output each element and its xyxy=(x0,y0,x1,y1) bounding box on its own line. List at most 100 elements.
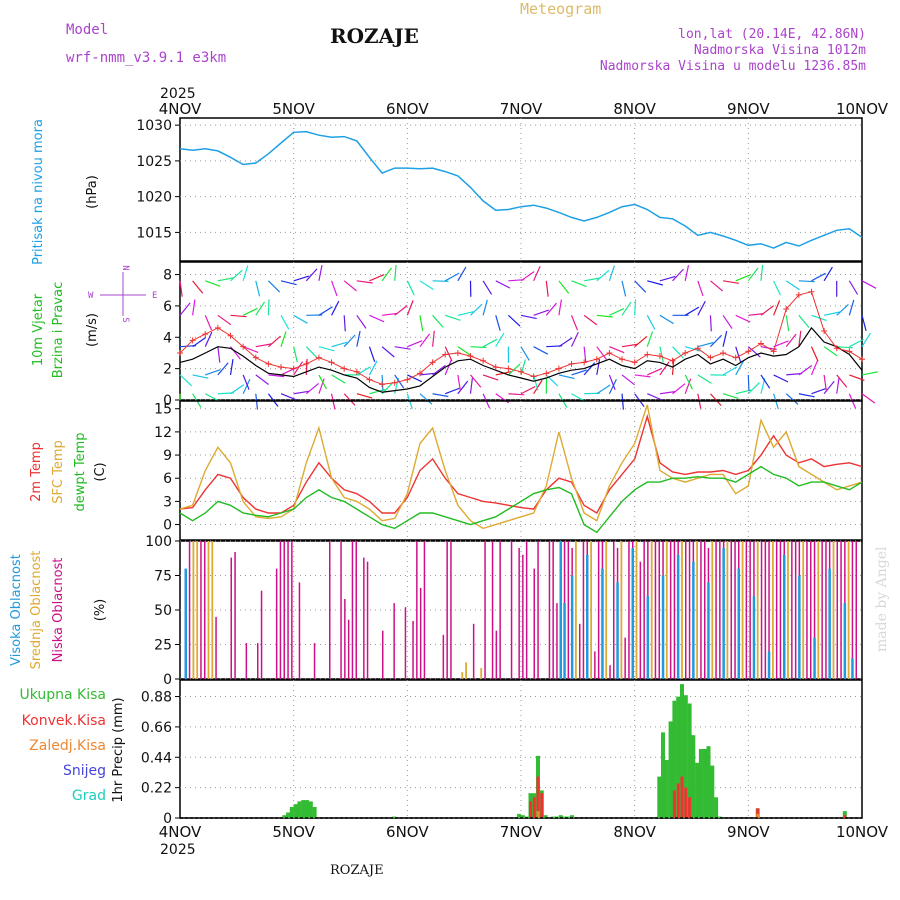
model-label: Model xyxy=(66,22,108,38)
wind-arrow xyxy=(192,337,207,348)
cloud-bar-1 xyxy=(211,541,214,679)
wind-arrow xyxy=(596,384,611,395)
precip-bar-0 xyxy=(562,816,567,818)
precip-bar-2 xyxy=(536,811,540,818)
wind-arrow xyxy=(773,280,781,296)
wind-gust-marker xyxy=(555,365,562,372)
wind-arrow xyxy=(861,371,878,376)
wind-arrow xyxy=(748,313,765,316)
wind-arrow xyxy=(356,314,367,329)
wind-arrow xyxy=(356,330,361,347)
wind-arrow xyxy=(507,314,521,327)
wind-arrow xyxy=(659,390,676,395)
wind-arrow xyxy=(621,343,638,348)
wind-arrow xyxy=(747,381,761,395)
cloud-bar-0 xyxy=(548,541,551,679)
wind-arrow xyxy=(823,346,838,357)
wind-gust-marker xyxy=(732,354,739,361)
wind-arrow xyxy=(482,374,499,381)
wind-arrow xyxy=(508,393,525,396)
cloud-bar-0 xyxy=(597,541,600,679)
cloud-bar-1 xyxy=(772,541,774,679)
cloud-bar-0 xyxy=(533,568,535,679)
wind-arrow xyxy=(722,330,728,347)
wind-arrow xyxy=(558,337,573,348)
credit-watermark: made by Angel xyxy=(874,546,890,652)
wind-arrow xyxy=(735,274,751,282)
wind-arrow xyxy=(558,374,575,380)
precip-bar-0 xyxy=(842,811,847,818)
wind-arrow xyxy=(609,308,625,316)
precip-bar-0 xyxy=(289,807,294,818)
cloud-bar-2 xyxy=(601,568,604,679)
y-tick-precip-0: 0 xyxy=(163,811,172,827)
wind-arrow xyxy=(836,346,853,349)
wind-arrow xyxy=(217,362,229,376)
wind-gust-marker xyxy=(189,337,196,344)
cloud-bar-0 xyxy=(813,541,816,679)
precip-bar-0 xyxy=(661,732,665,818)
wind-arrow xyxy=(533,379,543,395)
y-tick-precip-0.22: 0.22 xyxy=(141,781,172,797)
wind-arrow xyxy=(230,314,247,318)
pressure-line xyxy=(179,130,863,249)
wind-arrow xyxy=(343,315,346,332)
wind-arrow xyxy=(672,268,684,282)
wind-arrow xyxy=(343,393,356,406)
wind-arrow xyxy=(596,269,610,282)
wind-arrow xyxy=(457,380,469,395)
wind-arrow xyxy=(356,366,371,376)
precip-bar-0 xyxy=(308,801,313,818)
wind-arrow xyxy=(571,280,587,288)
precip-bar-0 xyxy=(698,749,703,818)
wind-arrow xyxy=(293,346,298,363)
precip-bar-1 xyxy=(532,797,536,818)
wind-arrow xyxy=(382,312,399,316)
wind-arrow xyxy=(192,374,209,379)
wind-arrow xyxy=(608,374,616,391)
cloud-bar-0 xyxy=(298,582,301,679)
wind-arrow xyxy=(697,280,704,297)
precip-bar-0 xyxy=(282,815,287,818)
wind-gust-marker xyxy=(290,365,297,372)
x-tick-top-4NOV: 4NOV xyxy=(159,100,202,118)
wind-gust-marker xyxy=(846,348,853,355)
wind-arrow xyxy=(735,314,751,323)
wind-arrow xyxy=(861,393,876,404)
wind-arrow xyxy=(760,374,771,389)
precip-bar-0 xyxy=(668,721,673,818)
wind-arrow xyxy=(684,306,700,316)
cloud-bar-0 xyxy=(344,599,346,679)
precip-bar-0 xyxy=(520,815,525,818)
wind-arrow xyxy=(697,341,714,348)
precip-bar-0 xyxy=(695,762,700,818)
wind-arrow xyxy=(571,369,587,376)
wind-arrow xyxy=(798,365,813,376)
wind-arrow xyxy=(331,374,346,384)
wind-gust-marker xyxy=(720,349,727,356)
cloud-bar-2 xyxy=(646,596,650,679)
legend-hail: Grad xyxy=(72,788,106,804)
wind-gust-marker xyxy=(480,357,487,364)
wind-gust-marker xyxy=(391,379,398,386)
wind-arrow xyxy=(811,387,827,395)
cloud-bar-2 xyxy=(631,547,634,679)
wind-gust-marker xyxy=(505,365,512,372)
wind-arrow xyxy=(634,393,645,408)
cloud-ylabel-2: Srednja Oblacnost xyxy=(29,551,44,670)
x-tick-bottom-7NOV: 7NOV xyxy=(500,823,543,841)
product-title: Meteogram xyxy=(520,0,601,18)
legend-total-rain: Ukupna Kisa xyxy=(19,687,106,703)
wind-gust-marker xyxy=(795,291,802,298)
cloud-bar-0 xyxy=(685,541,687,679)
wind-arrow xyxy=(810,346,819,362)
wind-arrow xyxy=(697,374,712,384)
cloud-bar-0 xyxy=(472,623,475,679)
cloud-bar-1 xyxy=(465,662,467,679)
wind-gust-marker xyxy=(467,353,474,360)
wind-arrow xyxy=(570,315,579,331)
cloud-bar-0 xyxy=(275,568,278,679)
wind-arrow xyxy=(406,300,414,316)
wind-arrow xyxy=(217,277,234,282)
cloud-bar-0 xyxy=(734,541,736,679)
